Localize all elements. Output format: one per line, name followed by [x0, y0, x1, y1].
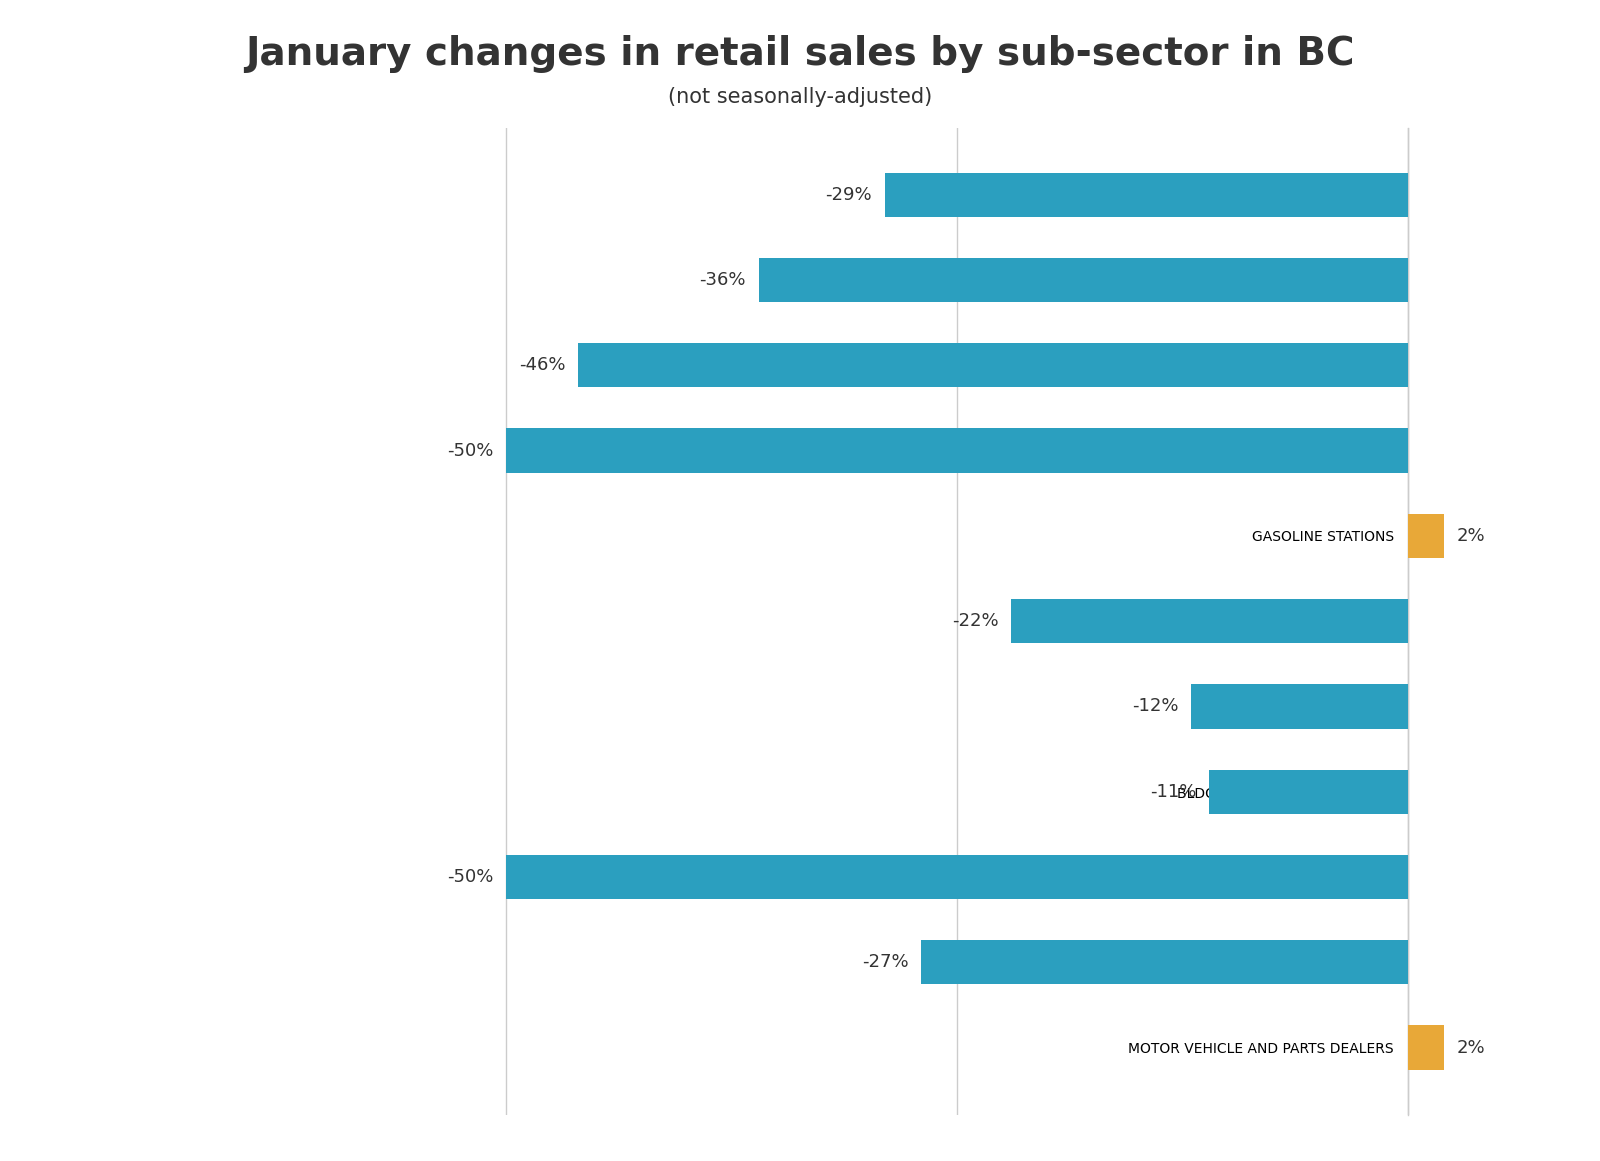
- Text: (not seasonally-adjusted): (not seasonally-adjusted): [667, 87, 933, 107]
- Text: -27%: -27%: [862, 953, 909, 972]
- Bar: [885, 173, 1408, 217]
- Bar: [578, 344, 1408, 388]
- Bar: [506, 854, 1408, 899]
- Text: -50%: -50%: [446, 441, 493, 460]
- Bar: [1192, 684, 1408, 729]
- Text: -22%: -22%: [952, 612, 998, 630]
- Text: 2%: 2%: [1456, 527, 1485, 545]
- Text: -50%: -50%: [446, 868, 493, 886]
- Text: -11%: -11%: [1150, 783, 1197, 801]
- Bar: [922, 940, 1408, 985]
- Text: -46%: -46%: [518, 356, 566, 374]
- Text: -12%: -12%: [1133, 698, 1179, 715]
- Text: January changes in retail sales by sub-sector in BC: January changes in retail sales by sub-s…: [245, 35, 1355, 73]
- Text: -36%: -36%: [699, 271, 746, 289]
- Text: -29%: -29%: [826, 186, 872, 203]
- Bar: [1011, 599, 1408, 643]
- Bar: [1408, 1025, 1443, 1069]
- Text: 2%: 2%: [1456, 1039, 1485, 1057]
- Bar: [1408, 513, 1443, 558]
- Bar: [1210, 770, 1408, 814]
- Bar: [506, 428, 1408, 473]
- Bar: [758, 258, 1408, 302]
